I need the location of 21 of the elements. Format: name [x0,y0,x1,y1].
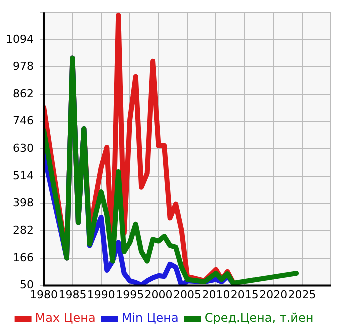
x-tick-label: 2000 [144,288,173,302]
x-tick-label: 2010 [202,288,230,302]
y-tick-label: 514 [12,169,34,182]
legend-label: Сред.Цена, т.йен [204,311,314,326]
x-tick-label: 2025 [288,288,316,302]
x-tick-label: 2005 [173,288,202,302]
y-tick-label: 282 [12,224,34,238]
y-tick-label: 398 [12,196,34,210]
y-tick-label: 746 [12,114,34,128]
x-tick-label: 2015 [230,288,259,302]
legend-label: Min Цена [122,311,179,326]
x-tick-label: 1995 [116,288,144,302]
x-tick-label: 1990 [87,288,116,302]
x-tick-label: 1985 [58,288,87,302]
y-tick-label: 166 [12,251,34,264]
y-tick-label: 630 [12,142,34,156]
y-tick-label: 862 [12,87,34,100]
y-tick-label: 978 [12,60,34,74]
legend-label: Max Цена [35,311,96,326]
y-tick-label: 1094 [6,32,34,46]
x-tick-label: 2020 [260,288,288,302]
